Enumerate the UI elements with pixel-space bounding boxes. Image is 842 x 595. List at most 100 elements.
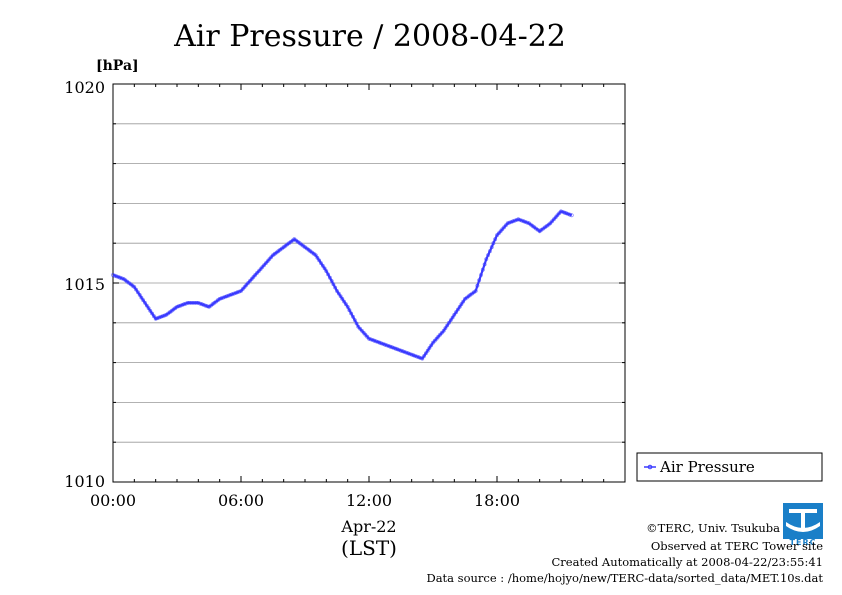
data-point: [231, 291, 236, 296]
data-point: [384, 343, 389, 348]
legend: Air Pressure: [636, 452, 823, 482]
data-point: [391, 346, 396, 350]
data-point: [377, 340, 382, 345]
data-point: [235, 290, 240, 295]
data-point: [425, 348, 430, 353]
data-point: [525, 220, 530, 225]
data-point: [461, 299, 466, 304]
data-point: [139, 295, 144, 300]
grid-lines: [113, 123, 625, 443]
data-point: [176, 304, 181, 309]
data-point: [342, 299, 347, 304]
data-point: [443, 326, 448, 331]
data-point: [175, 304, 179, 309]
data-point: [182, 302, 187, 307]
data-point: [351, 314, 355, 319]
data-point: [224, 294, 229, 299]
data-point: [562, 210, 567, 215]
data-point: [159, 314, 163, 319]
data-point: [132, 285, 137, 289]
data-point: [354, 321, 359, 326]
data-point: [329, 279, 334, 283]
data-point: [473, 289, 478, 293]
logo-text: TERC: [790, 538, 817, 547]
data-point: [441, 328, 446, 333]
logo-wave-icon: [786, 522, 820, 532]
data-point: [326, 272, 331, 277]
data-point: [415, 354, 419, 359]
y-axis-unit: [hPa]: [96, 58, 139, 74]
data-point: [146, 306, 151, 311]
data-point: [370, 338, 375, 342]
x-axis-label-date: Apr-22: [340, 517, 396, 536]
series-line-0: [112, 210, 573, 360]
data-point: [335, 289, 339, 293]
data-point: [196, 300, 201, 305]
data-point: [201, 302, 206, 307]
data-point: [507, 220, 512, 225]
y-tick-label-1020: 1020: [64, 78, 105, 97]
data-point: [450, 315, 455, 320]
data-point: [411, 353, 416, 358]
y-tick-label-1010: 1010: [64, 472, 105, 491]
data-point: [112, 273, 117, 278]
data-point: [409, 352, 414, 357]
data-point: [230, 292, 235, 297]
data-point: [189, 300, 194, 305]
data-point: [455, 307, 460, 312]
logo-t-icon: [789, 509, 817, 529]
data-point: [162, 313, 167, 318]
data-point: [404, 350, 409, 355]
data-point: [151, 314, 156, 319]
data-point: [340, 296, 345, 301]
data-point: [512, 218, 517, 223]
data-point: [343, 302, 348, 307]
data-point: [422, 354, 427, 358]
data-point: [183, 301, 188, 306]
data-point: [178, 303, 183, 308]
data-point: [114, 274, 119, 279]
data-point: [448, 318, 453, 323]
data-point: [368, 337, 373, 342]
data-point: [324, 269, 329, 274]
data-point: [480, 267, 485, 272]
data-point: [111, 273, 115, 277]
data-point: [505, 221, 510, 226]
data-point: [205, 304, 210, 309]
data-point: [192, 300, 197, 305]
data-point: [397, 348, 402, 352]
data-point: [219, 296, 224, 301]
data-point: [427, 346, 432, 350]
data-point: [491, 241, 496, 246]
data-point: [479, 273, 483, 277]
data-point: [228, 292, 233, 297]
x-tick-label-1800: 18:00: [474, 491, 520, 510]
data-point: [135, 290, 140, 295]
data-point: [226, 293, 231, 298]
data-point: [217, 296, 222, 301]
data-point: [157, 315, 162, 320]
terc-logo: TERC: [783, 503, 823, 547]
data-point: [320, 263, 325, 268]
data-point: [180, 302, 185, 307]
data-point: [521, 219, 526, 224]
data-point: [445, 323, 450, 328]
data-point: [487, 249, 492, 254]
data-point: [374, 339, 379, 344]
legend-label: Air Pressure: [659, 458, 755, 476]
data-point: [333, 285, 338, 290]
data-point: [569, 213, 574, 218]
data-point: [459, 302, 464, 307]
data-point: [187, 300, 192, 305]
data-point: [454, 310, 459, 315]
data-point: [116, 275, 121, 279]
data-point: [482, 262, 487, 267]
data-point: [367, 336, 371, 341]
data-point: [399, 348, 403, 353]
data-point: [400, 349, 405, 354]
data-point: [144, 303, 149, 308]
x-tick-label-0600: 06:00: [218, 491, 264, 510]
data-point: [317, 258, 322, 263]
credit-created: Created Automatically at 2008-04-22/23:5…: [552, 555, 824, 569]
data-point: [402, 350, 407, 354]
